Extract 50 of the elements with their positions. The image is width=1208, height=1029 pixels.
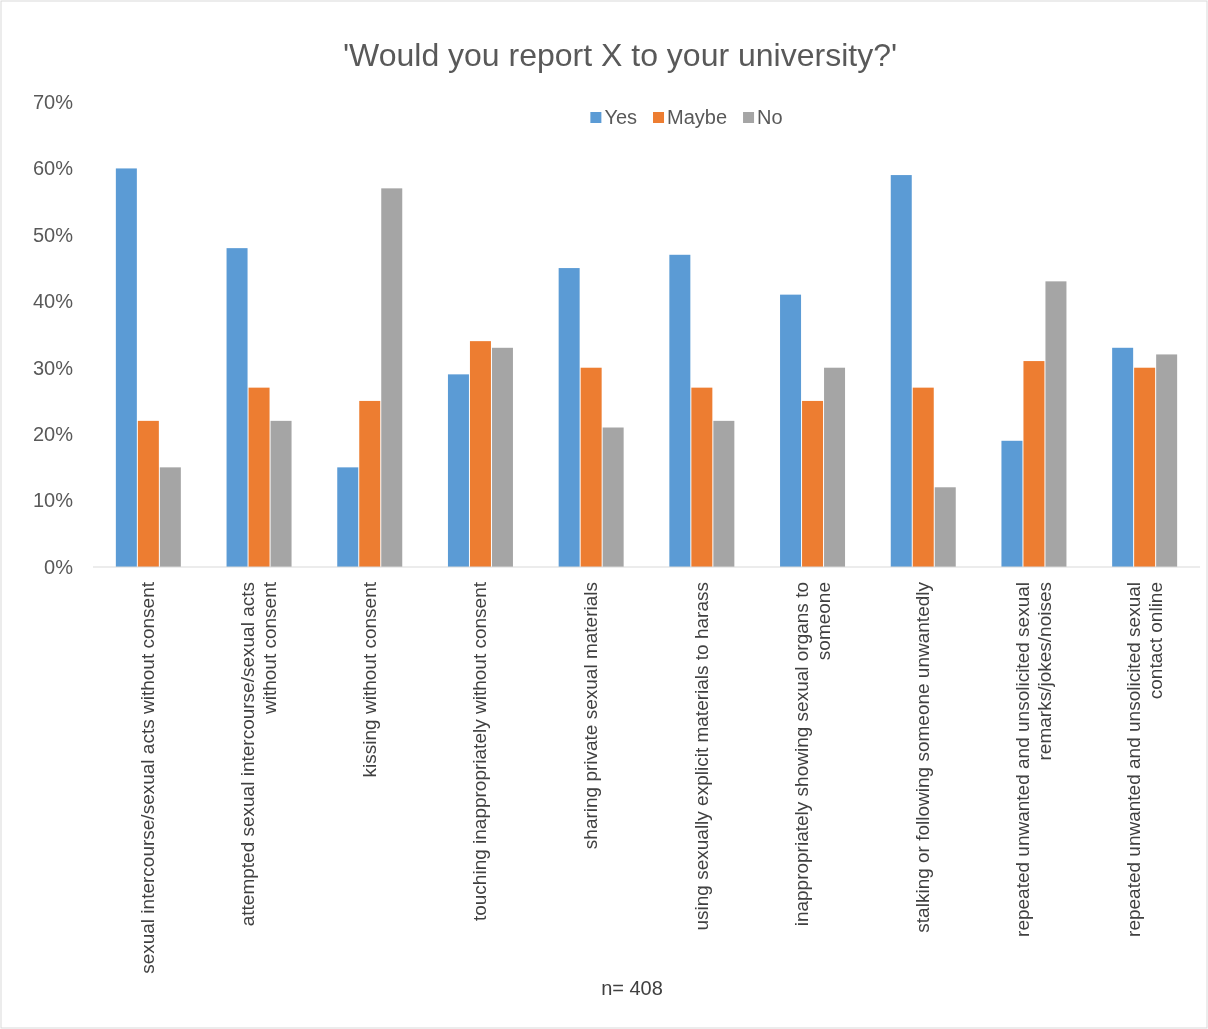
- legend-label: Yes: [604, 106, 638, 128]
- bar: [337, 467, 359, 567]
- legend-label: No: [757, 106, 783, 128]
- bar: [1112, 347, 1134, 567]
- y-tick-label: 50%: [32, 223, 74, 246]
- bar: [691, 387, 713, 567]
- x-tick-label: stalking or following someone unwantedly: [912, 581, 934, 933]
- bar: [558, 268, 580, 567]
- y-tick-label: 0%: [44, 555, 74, 578]
- bar: [713, 420, 735, 567]
- bar: [270, 420, 292, 567]
- bar: [137, 420, 159, 567]
- bar: [824, 367, 846, 567]
- bar: [359, 400, 381, 567]
- y-tick-label: 40%: [32, 290, 74, 313]
- text: n= 408: [601, 977, 663, 999]
- bar: [780, 294, 802, 567]
- x-tick-label: touching inappropriately without consent: [469, 581, 491, 922]
- bar: [1134, 367, 1156, 567]
- y-tick-label: 30%: [32, 356, 74, 379]
- x-tick-label: using sexually explicit materials to harass: [690, 582, 712, 931]
- chart-title: 'Would you report X to your university?': [342, 37, 898, 73]
- bar: [934, 487, 956, 567]
- x-tick-label: inappropriately showing sexual organs to someone: [790, 582, 834, 927]
- bar: [1045, 281, 1067, 567]
- x-tick-label: kissing without consent: [358, 581, 380, 778]
- bar: [469, 341, 491, 567]
- bar: [447, 374, 469, 567]
- x-tick-label: sexual intercourse/sexual acts without consent: [137, 581, 159, 974]
- bar: [491, 347, 513, 567]
- y-tick-label: 70%: [32, 90, 74, 113]
- bar: [226, 248, 248, 567]
- y-tick-label: 20%: [32, 423, 74, 446]
- legend-label: Maybe: [667, 106, 728, 128]
- bar: [580, 367, 602, 567]
- bar: [1023, 361, 1045, 567]
- y-tick-label: 60%: [32, 157, 74, 180]
- bar: [115, 168, 137, 567]
- bar: [802, 400, 824, 567]
- x-tick-label: sharing private sexual materials: [580, 582, 602, 850]
- bar: [248, 387, 270, 567]
- bar: [890, 175, 912, 567]
- bar: [381, 188, 403, 567]
- bar: [1001, 440, 1023, 567]
- bar: [669, 254, 691, 567]
- bar: [602, 427, 624, 567]
- bar: [159, 467, 181, 567]
- bar: [912, 387, 934, 567]
- y-tick-label: 10%: [32, 489, 74, 512]
- bar: [1156, 354, 1178, 567]
